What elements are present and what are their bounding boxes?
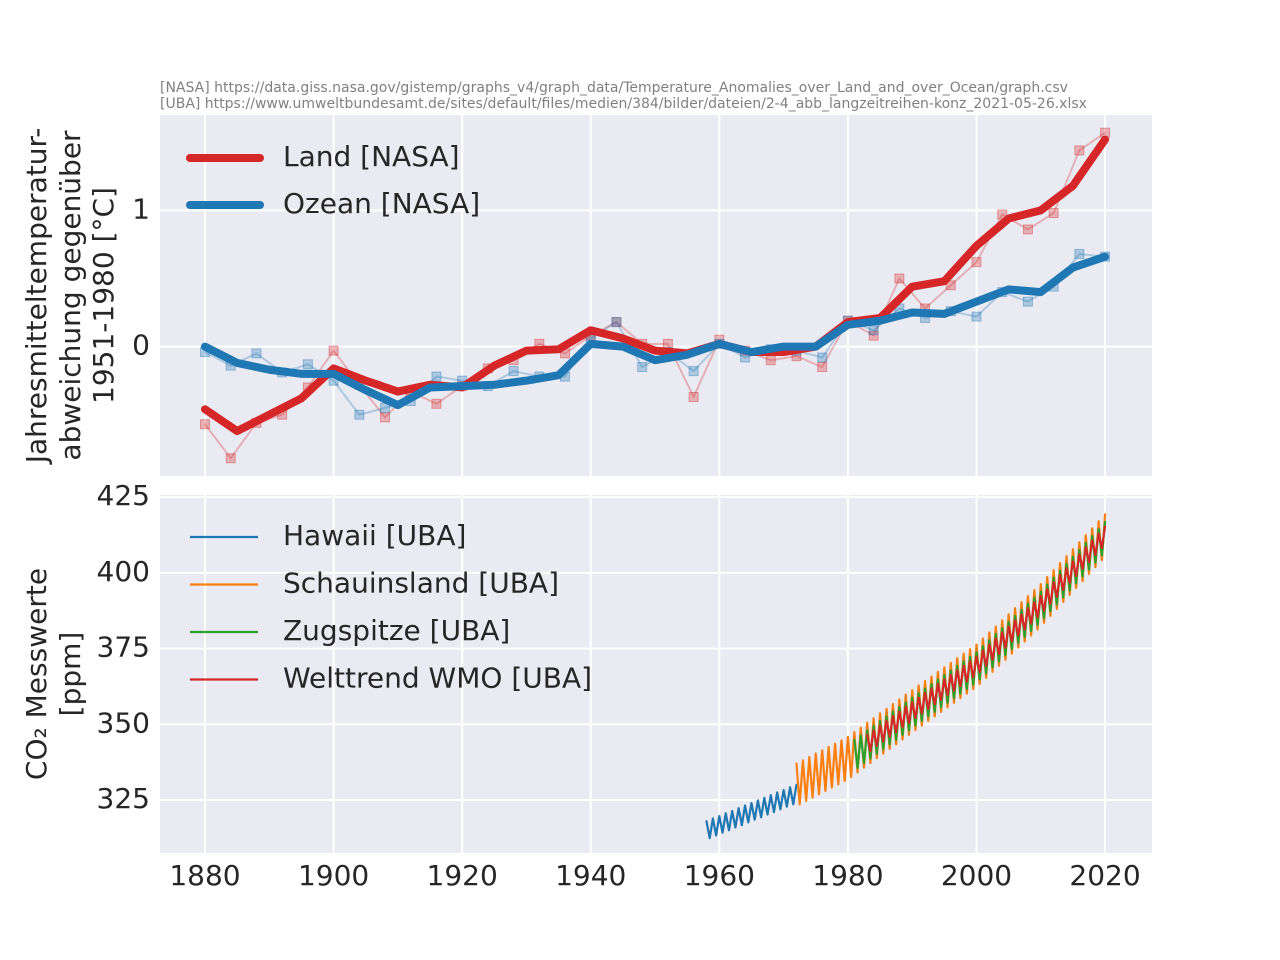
- annual-marker: [868, 330, 879, 341]
- y-tick-label: 425: [97, 479, 150, 512]
- y-tick-label: 325: [97, 782, 150, 815]
- annual-marker: [611, 317, 622, 328]
- legend-label: Zugspitze [UBA]: [283, 614, 510, 647]
- x-tick-label: 1900: [298, 859, 369, 892]
- annual-marker: [431, 371, 442, 382]
- y-tick-label: 0: [132, 329, 150, 362]
- annual-marker: [1022, 224, 1033, 235]
- x-tick-label: 1880: [169, 859, 240, 892]
- annual-marker: [868, 325, 879, 336]
- annual-marker: [508, 366, 519, 377]
- legend-label: Hawaii [UBA]: [283, 519, 466, 552]
- annual-marker: [765, 355, 776, 366]
- annual-marker: [200, 419, 211, 430]
- y-tick-label: 350: [97, 706, 150, 739]
- source-note: [NASA] https://data.giss.nasa.gov/gistem…: [160, 80, 1068, 96]
- y-tick-label: 400: [97, 555, 150, 588]
- series-line: [866, 525, 1107, 753]
- annual-marker: [688, 366, 699, 377]
- x-tick-label: 1940: [555, 859, 626, 892]
- annual-marker: [611, 317, 622, 328]
- annual-marker: [328, 345, 339, 356]
- y-axis-label: CO₂ Messwerte: [20, 568, 53, 780]
- annual-marker: [817, 362, 828, 373]
- annual-marker: [225, 453, 236, 464]
- series-line: [853, 520, 1107, 769]
- annual-marker: [380, 412, 391, 423]
- annual-marker: [971, 257, 982, 268]
- annual-marker: [1074, 145, 1085, 156]
- legend-label: Welttrend WMO [UBA]: [283, 662, 592, 695]
- y-axis-label: abweichung gegenüber: [54, 130, 87, 461]
- x-tick-label: 2020: [1069, 859, 1140, 892]
- annual-marker: [688, 391, 699, 402]
- annual-marker: [945, 280, 956, 291]
- x-tick-label: 1960: [684, 859, 755, 892]
- y-tick-label: 1: [132, 192, 150, 225]
- series-line: [795, 513, 1107, 806]
- annual-marker: [637, 362, 648, 373]
- annual-marker: [662, 338, 673, 349]
- annual-marker: [817, 352, 828, 363]
- y-axis-label: 1951-1980 [°C]: [87, 187, 120, 404]
- annual-marker: [354, 409, 365, 420]
- y-axis-label: [ppm]: [54, 632, 87, 717]
- series-line: [705, 783, 798, 840]
- annual-marker: [251, 348, 262, 359]
- legend-label: Schauinsland [UBA]: [283, 567, 559, 600]
- annual-marker: [431, 398, 442, 409]
- series-line: [201, 252, 1110, 410]
- annual-marker: [894, 273, 905, 284]
- x-tick-label: 1980: [812, 859, 883, 892]
- annual-marker: [971, 311, 982, 322]
- y-tick-label: 375: [97, 631, 150, 664]
- annual-marker: [1022, 296, 1033, 307]
- plot-group: [705, 513, 1107, 840]
- source-note: [UBA] https://www.umweltbundesamt.de/sit…: [160, 96, 1087, 112]
- legend-label: Land [NASA]: [283, 140, 460, 173]
- legend-label: Ozean [NASA]: [283, 187, 480, 220]
- annual-marker: [1074, 248, 1085, 259]
- series-line: [201, 135, 1110, 436]
- x-tick-label: 2000: [941, 859, 1012, 892]
- y-axis-label: Jahresmitteltemperatur-: [20, 128, 53, 466]
- annual-marker: [1048, 208, 1059, 219]
- x-tick-label: 1920: [427, 859, 498, 892]
- annual-marker: [302, 359, 313, 370]
- plot-group: [200, 127, 1111, 464]
